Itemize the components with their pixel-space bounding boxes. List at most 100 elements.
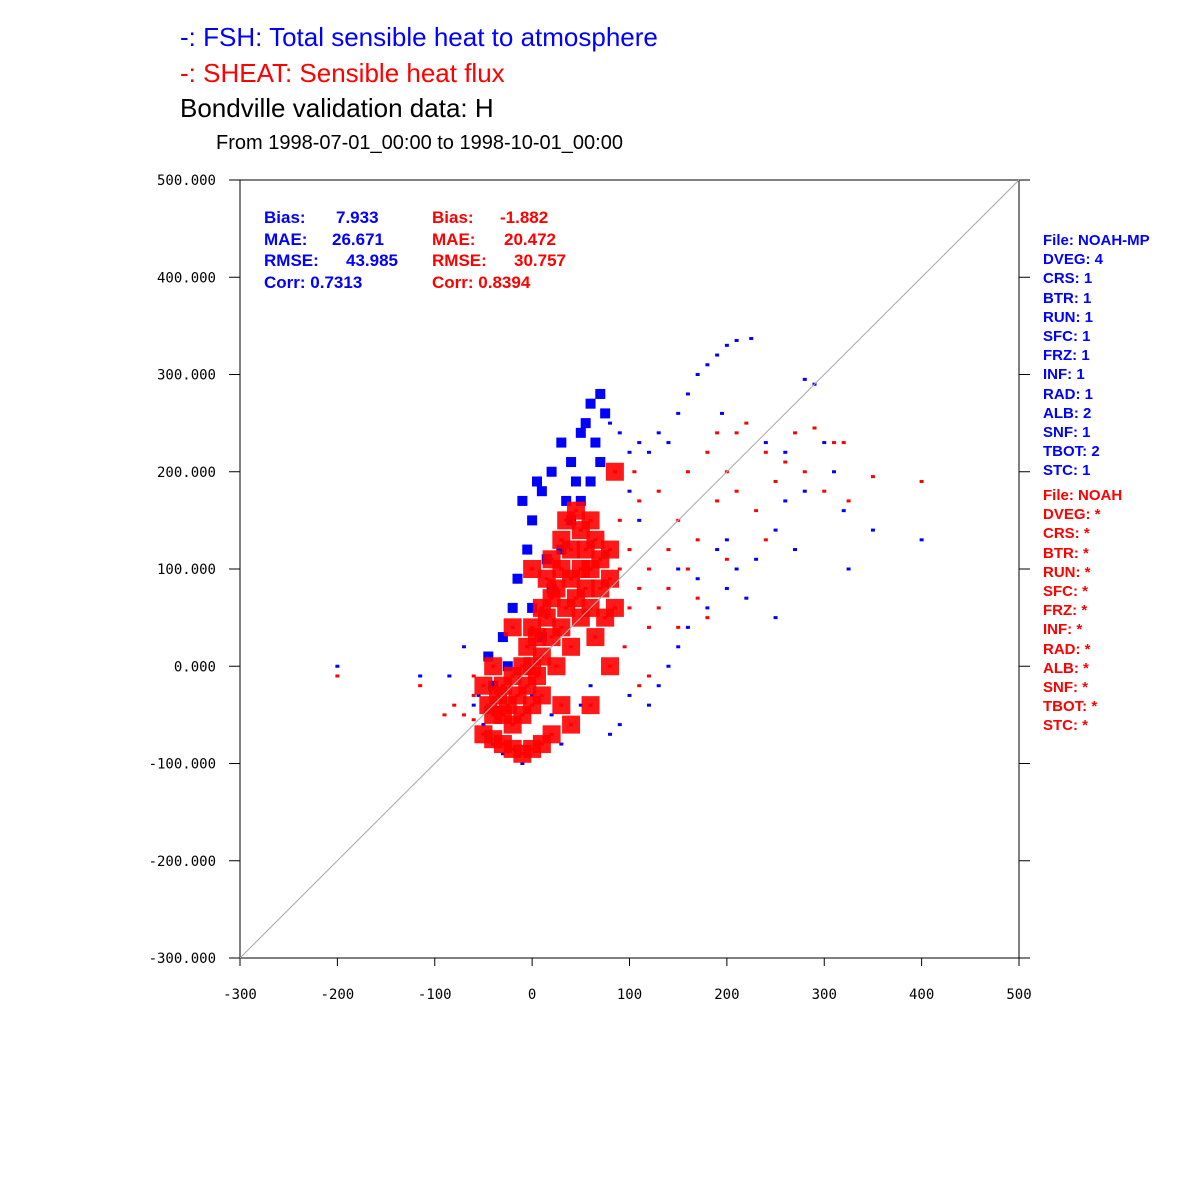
fsh-point <box>705 363 710 367</box>
fsh-point <box>734 338 739 342</box>
fsh-point-cluster <box>517 495 528 506</box>
fsh-point-cluster <box>595 388 606 399</box>
sheat-point-cluster <box>566 501 585 520</box>
fsh-point <box>685 625 690 629</box>
sheat-point <box>442 713 447 717</box>
fsh-point <box>637 441 642 445</box>
legend-entry: RUN: * <box>1043 563 1091 581</box>
x-tick-label: 0 <box>528 987 536 1003</box>
legend-entry: FRZ: * <box>1043 602 1088 620</box>
sheat-point-cluster <box>547 579 566 598</box>
sheat-point-cluster <box>586 628 605 647</box>
sheat-point-cluster <box>552 696 571 715</box>
fsh-point-cluster <box>575 495 586 506</box>
fsh-point-cluster <box>546 466 557 477</box>
legend-entry: RUN: 1 <box>1043 308 1094 326</box>
legend-entry: SNF: 1 <box>1043 424 1091 442</box>
sheat-point <box>335 674 340 678</box>
fsh-point <box>695 577 700 581</box>
mae-label: MAE: <box>264 229 308 249</box>
sheat-point <box>705 450 710 454</box>
stats-fsh: Bias: 7.933 MAE: 26.671 RMSE: 43.985 Corr: … <box>264 207 398 293</box>
fsh-point-cluster <box>536 486 547 497</box>
fsh-point-cluster <box>507 602 518 613</box>
sheat-point <box>637 499 642 503</box>
rmse-value: 43.985 <box>346 251 398 270</box>
sheat-point <box>617 518 622 522</box>
y-tick-label: 0.000 <box>174 659 216 675</box>
sheat-point-cluster <box>542 725 561 744</box>
sheat-point <box>763 450 768 454</box>
fsh-point <box>802 377 807 381</box>
fsh-point <box>617 431 622 435</box>
sheat-point-cluster <box>527 628 546 647</box>
sheat-point <box>471 674 476 678</box>
fsh-point <box>500 752 505 756</box>
y-tick-label: 400.000 <box>157 270 216 286</box>
fsh-point <box>822 441 827 445</box>
y-tick-label: 100.000 <box>157 562 216 578</box>
legend-entry: BTR: 1 <box>1043 289 1092 307</box>
y-tick-label: 300.000 <box>157 368 216 384</box>
fsh-point <box>559 742 564 746</box>
fsh-point <box>831 470 836 474</box>
sheat-point <box>632 470 637 474</box>
fsh-point <box>646 450 651 454</box>
x-tick-label: 200 <box>714 987 739 1003</box>
sheat-point <box>685 567 690 571</box>
x-tick-label: -200 <box>321 987 355 1003</box>
sheat-point-cluster <box>562 637 581 656</box>
sheat-point <box>646 674 651 678</box>
title-fsh: -: FSH: Total sensible heat to atmospher… <box>180 22 658 52</box>
sheat-point-cluster <box>532 686 551 705</box>
fsh-point <box>627 450 632 454</box>
fsh-point-cluster <box>595 457 606 468</box>
fsh-point <box>646 703 651 707</box>
fsh-point <box>695 373 700 376</box>
sheat-point-cluster <box>552 618 571 637</box>
x-tick-label: 500 <box>1006 987 1031 1003</box>
fsh-point-cluster <box>585 398 596 409</box>
fsh-point <box>627 489 632 493</box>
sheat-point <box>715 431 720 435</box>
x-tick-label: 100 <box>617 987 642 1003</box>
legend-entry: File: NOAH <box>1043 487 1123 504</box>
fsh-point <box>763 441 768 445</box>
diagonal-line-overlay <box>239 179 1020 959</box>
legend-entry: DVEG: 4 <box>1043 251 1104 269</box>
legend-entry: RAD: 1 <box>1043 385 1094 403</box>
title-sheat: -: SHEAT: Sensible heat flux <box>180 58 505 88</box>
fsh-point-cluster <box>531 476 542 487</box>
fsh-point <box>666 664 671 668</box>
rmse-label: RMSE: <box>264 251 319 270</box>
mae-value: 20.472 <box>504 229 556 249</box>
x-tick-label: 300 <box>812 987 837 1003</box>
fsh-point <box>773 528 778 532</box>
sheat-point <box>705 616 710 620</box>
legend-entry: FRZ: 1 <box>1043 347 1090 365</box>
fsh-point <box>481 723 486 727</box>
sheat-point <box>734 489 739 493</box>
bias-value: -1.882 <box>500 208 549 227</box>
sheat-point <box>676 625 681 629</box>
sheat-point <box>846 499 851 503</box>
legend-noah: File: NOAH DVEG: * CRS: * BTR: * RUN: * SFC: … <box>1043 486 1122 736</box>
sheat-point-cluster <box>562 540 581 559</box>
fsh-point <box>447 674 452 678</box>
fsh-point-cluster <box>483 651 494 662</box>
legend-entry: INF: * <box>1043 621 1083 639</box>
fsh-point <box>666 441 671 445</box>
legend-entry: RAD: * <box>1043 640 1091 658</box>
sheat-point <box>637 684 642 688</box>
stats-sheat: Bias: -1.882 MAE: 20.472 RMSE: 30.757 Corr:… <box>432 207 566 293</box>
fsh-point <box>715 353 720 357</box>
x-tick-label: -100 <box>418 987 452 1003</box>
fsh-point <box>549 713 554 717</box>
fsh-point <box>588 684 593 688</box>
sheat-point <box>627 606 632 610</box>
sheat-point-cluster <box>601 569 620 588</box>
sheat-point <box>734 431 739 435</box>
sheat-point <box>802 470 807 474</box>
sheat-point <box>666 586 671 590</box>
